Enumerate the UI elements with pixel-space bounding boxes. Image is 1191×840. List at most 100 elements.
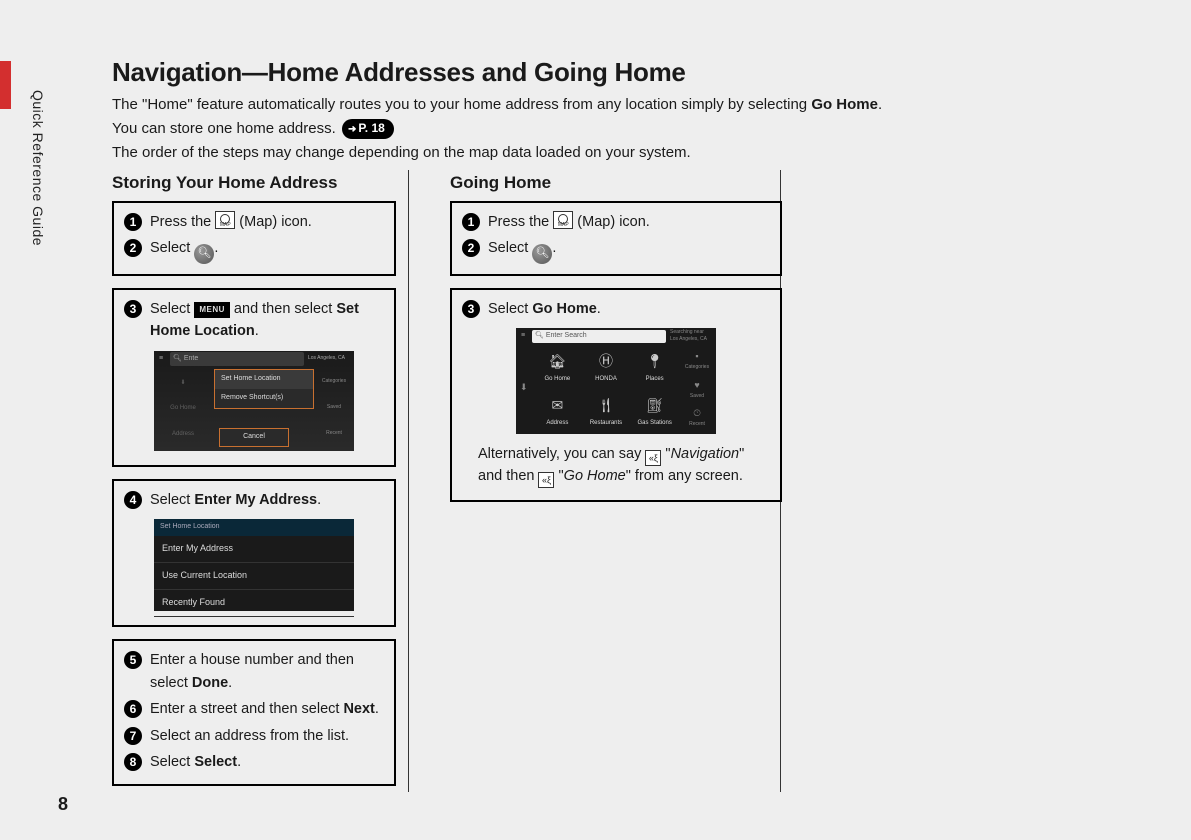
gh-step-num-2: 2 [462, 239, 480, 257]
screenshot-go-home: ≡ 🔍︎ Enter Search Searching nearLos Ange… [516, 328, 716, 434]
s4-pre: Select [150, 492, 194, 508]
s5-pre: Enter a house number and then select [150, 652, 354, 690]
s8-post: . [237, 754, 241, 770]
ss-menu-popup: Set Home Location Remove Shortcut(s) [214, 369, 314, 409]
s4-bold: Enter My Address [194, 492, 317, 508]
map-icon [215, 211, 235, 229]
s5-bold: Done [192, 675, 228, 691]
gh-step-num-1: 1 [462, 213, 480, 231]
storing-box-4: 5 Enter a house number and then select D… [112, 639, 396, 785]
side-red-tab [0, 61, 11, 109]
step-num-3: 3 [124, 300, 142, 318]
going-box-2: 3 Select Go Home. ≡ 🔍︎ Enter Search Sear… [450, 288, 782, 502]
ss-addr-r3: Recently Found [154, 590, 354, 617]
page-number: 8 [58, 794, 68, 815]
ss-addr-r1: Enter My Address [154, 536, 354, 563]
alt-em2: Go Home [564, 468, 626, 484]
step-1: 1 Press the (Map) icon. [124, 211, 384, 233]
storing-heading: Storing Your Home Address [112, 173, 396, 193]
storing-box-3: 4 Select Enter My Address. Set Home Loca… [112, 479, 396, 627]
going-home-heading: Going Home [450, 173, 782, 193]
s7-text: Select an address from the list. [150, 725, 384, 747]
intro-line2: You can store one home address. [112, 120, 336, 137]
intro-text: The "Home" feature automatically routes … [112, 94, 1172, 163]
ss-hamburger-icon: ≡ [516, 331, 530, 342]
gh-s2-pre: Select [488, 240, 532, 256]
s6-bold: Next [343, 701, 374, 717]
step-num-7: 7 [124, 727, 142, 745]
step-8: 8 Select Select. [124, 751, 384, 773]
columns: Storing Your Home Address 1 Press the (M… [112, 173, 792, 798]
ss-right-icons: Categories Saved Recent [316, 369, 352, 447]
step-num-2: 2 [124, 239, 142, 257]
content-area: Navigation—Home Addresses and Going Home… [112, 57, 1172, 165]
alt-pre: Alternatively, you can say [478, 446, 645, 462]
gh-s2-post: . [552, 240, 556, 256]
s3-mid: and then select [230, 301, 336, 317]
gh-s3-bold: Go Home [532, 301, 596, 317]
ss-opt-remove: Remove Shortcut(s) [215, 389, 313, 408]
s8-pre: Select [150, 754, 194, 770]
ss-left-icons: ⬇ Go Home Address [158, 371, 208, 447]
voice-icon: «ξ [538, 472, 554, 488]
intro-line1-post: . [878, 96, 882, 113]
search-icon: 🔍︎ [532, 244, 552, 264]
ss-cell-address: ✉︎Address [534, 390, 581, 432]
s6-post: . [375, 701, 379, 717]
step-7: 7 Select an address from the list. [124, 725, 384, 747]
storing-box-1: 1 Press the (Map) icon. 2 Select 🔍︎. [112, 201, 396, 276]
s1-post: (Map) icon. [235, 214, 312, 230]
s8-bold: Select [194, 754, 237, 770]
step-num-4: 4 [124, 491, 142, 509]
page-title: Navigation—Home Addresses and Going Home [112, 57, 1172, 88]
s3-post: . [255, 323, 259, 339]
voice-icon: «ξ [645, 450, 661, 466]
step-2: 2 Select 🔍︎. [124, 237, 384, 264]
s4-post: . [317, 492, 321, 508]
ss-cancel-button: Cancel [219, 428, 289, 447]
s5-post: . [228, 675, 232, 691]
ss-side-column: ▪Categories ♥︎Saved 🕐︎Recent [680, 346, 714, 432]
s2-pre: Select [150, 240, 194, 256]
step-num-6: 6 [124, 700, 142, 718]
going-box-1: 1 Press the (Map) icon. 2 Select 🔍︎. [450, 201, 782, 276]
s2-post: . [214, 240, 218, 256]
s3-pre: Select [150, 301, 194, 317]
step-6: 6 Enter a street and then select Next. [124, 698, 384, 720]
step-4: 4 Select Enter My Address. [124, 489, 384, 511]
ss-location: Los Angeles, CA [306, 353, 354, 365]
gh-s3-pre: Select [488, 301, 532, 317]
step-3: 3 Select MENU and then select Set Home L… [124, 298, 384, 343]
side-label: Quick Reference Guide [30, 90, 46, 246]
screenshot-set-home: ≡ 🔍︎ Ente Los Angeles, CA ⬇ Go Home Addr… [154, 351, 354, 451]
intro-line1-bold: Go Home [811, 96, 878, 113]
ss-addr-r2: Use Current Location [154, 563, 354, 590]
ss-hamburger-icon: ≡ [154, 354, 168, 365]
ss-icon-grid: 🏠︎Go Home ⒽHONDA 📍︎Places ✉︎Address 🍴︎Re… [534, 346, 678, 432]
page-ref-badge: P. 18 [342, 119, 394, 139]
ss-opt-set-home: Set Home Location [215, 370, 313, 389]
gh-step-3: 3 Select Go Home. [462, 298, 770, 320]
gh-s1-pre: Press the [488, 214, 553, 230]
alt-voice-note: Alternatively, you can say «ξ " Navigatio… [478, 444, 754, 488]
ss-location: Searching nearLos Angeles, CA [668, 327, 716, 347]
ss-cell-honda: ⒽHONDA [583, 346, 630, 388]
ss-down-arrow-icon: ⬇ [520, 381, 528, 395]
gh-s3-post: . [597, 301, 601, 317]
left-column: Storing Your Home Address 1 Press the (M… [112, 173, 396, 798]
ss-cell-places: 📍︎Places [631, 346, 678, 388]
screenshot-enter-address: Set Home Location Enter My Address Use C… [154, 519, 354, 611]
alt-q2: " [554, 468, 563, 484]
s1-pre: Press the [150, 214, 215, 230]
step-num-1: 1 [124, 213, 142, 231]
step-num-5: 5 [124, 651, 142, 669]
alt-em1: Navigation [671, 446, 740, 462]
gh-s1-post: (Map) icon. [573, 214, 650, 230]
alt-post: " from any screen. [626, 468, 743, 484]
ss-cell-gohome: 🏠︎Go Home [534, 346, 581, 388]
map-icon [553, 211, 573, 229]
right-column: Going Home 1 Press the (Map) icon. 2 Sel… [450, 173, 782, 798]
intro-line1-pre: The "Home" feature automatically routes … [112, 96, 811, 113]
menu-button-icon: MENU [194, 302, 230, 318]
ss-search-field: 🔍︎ Enter Search [532, 330, 666, 344]
